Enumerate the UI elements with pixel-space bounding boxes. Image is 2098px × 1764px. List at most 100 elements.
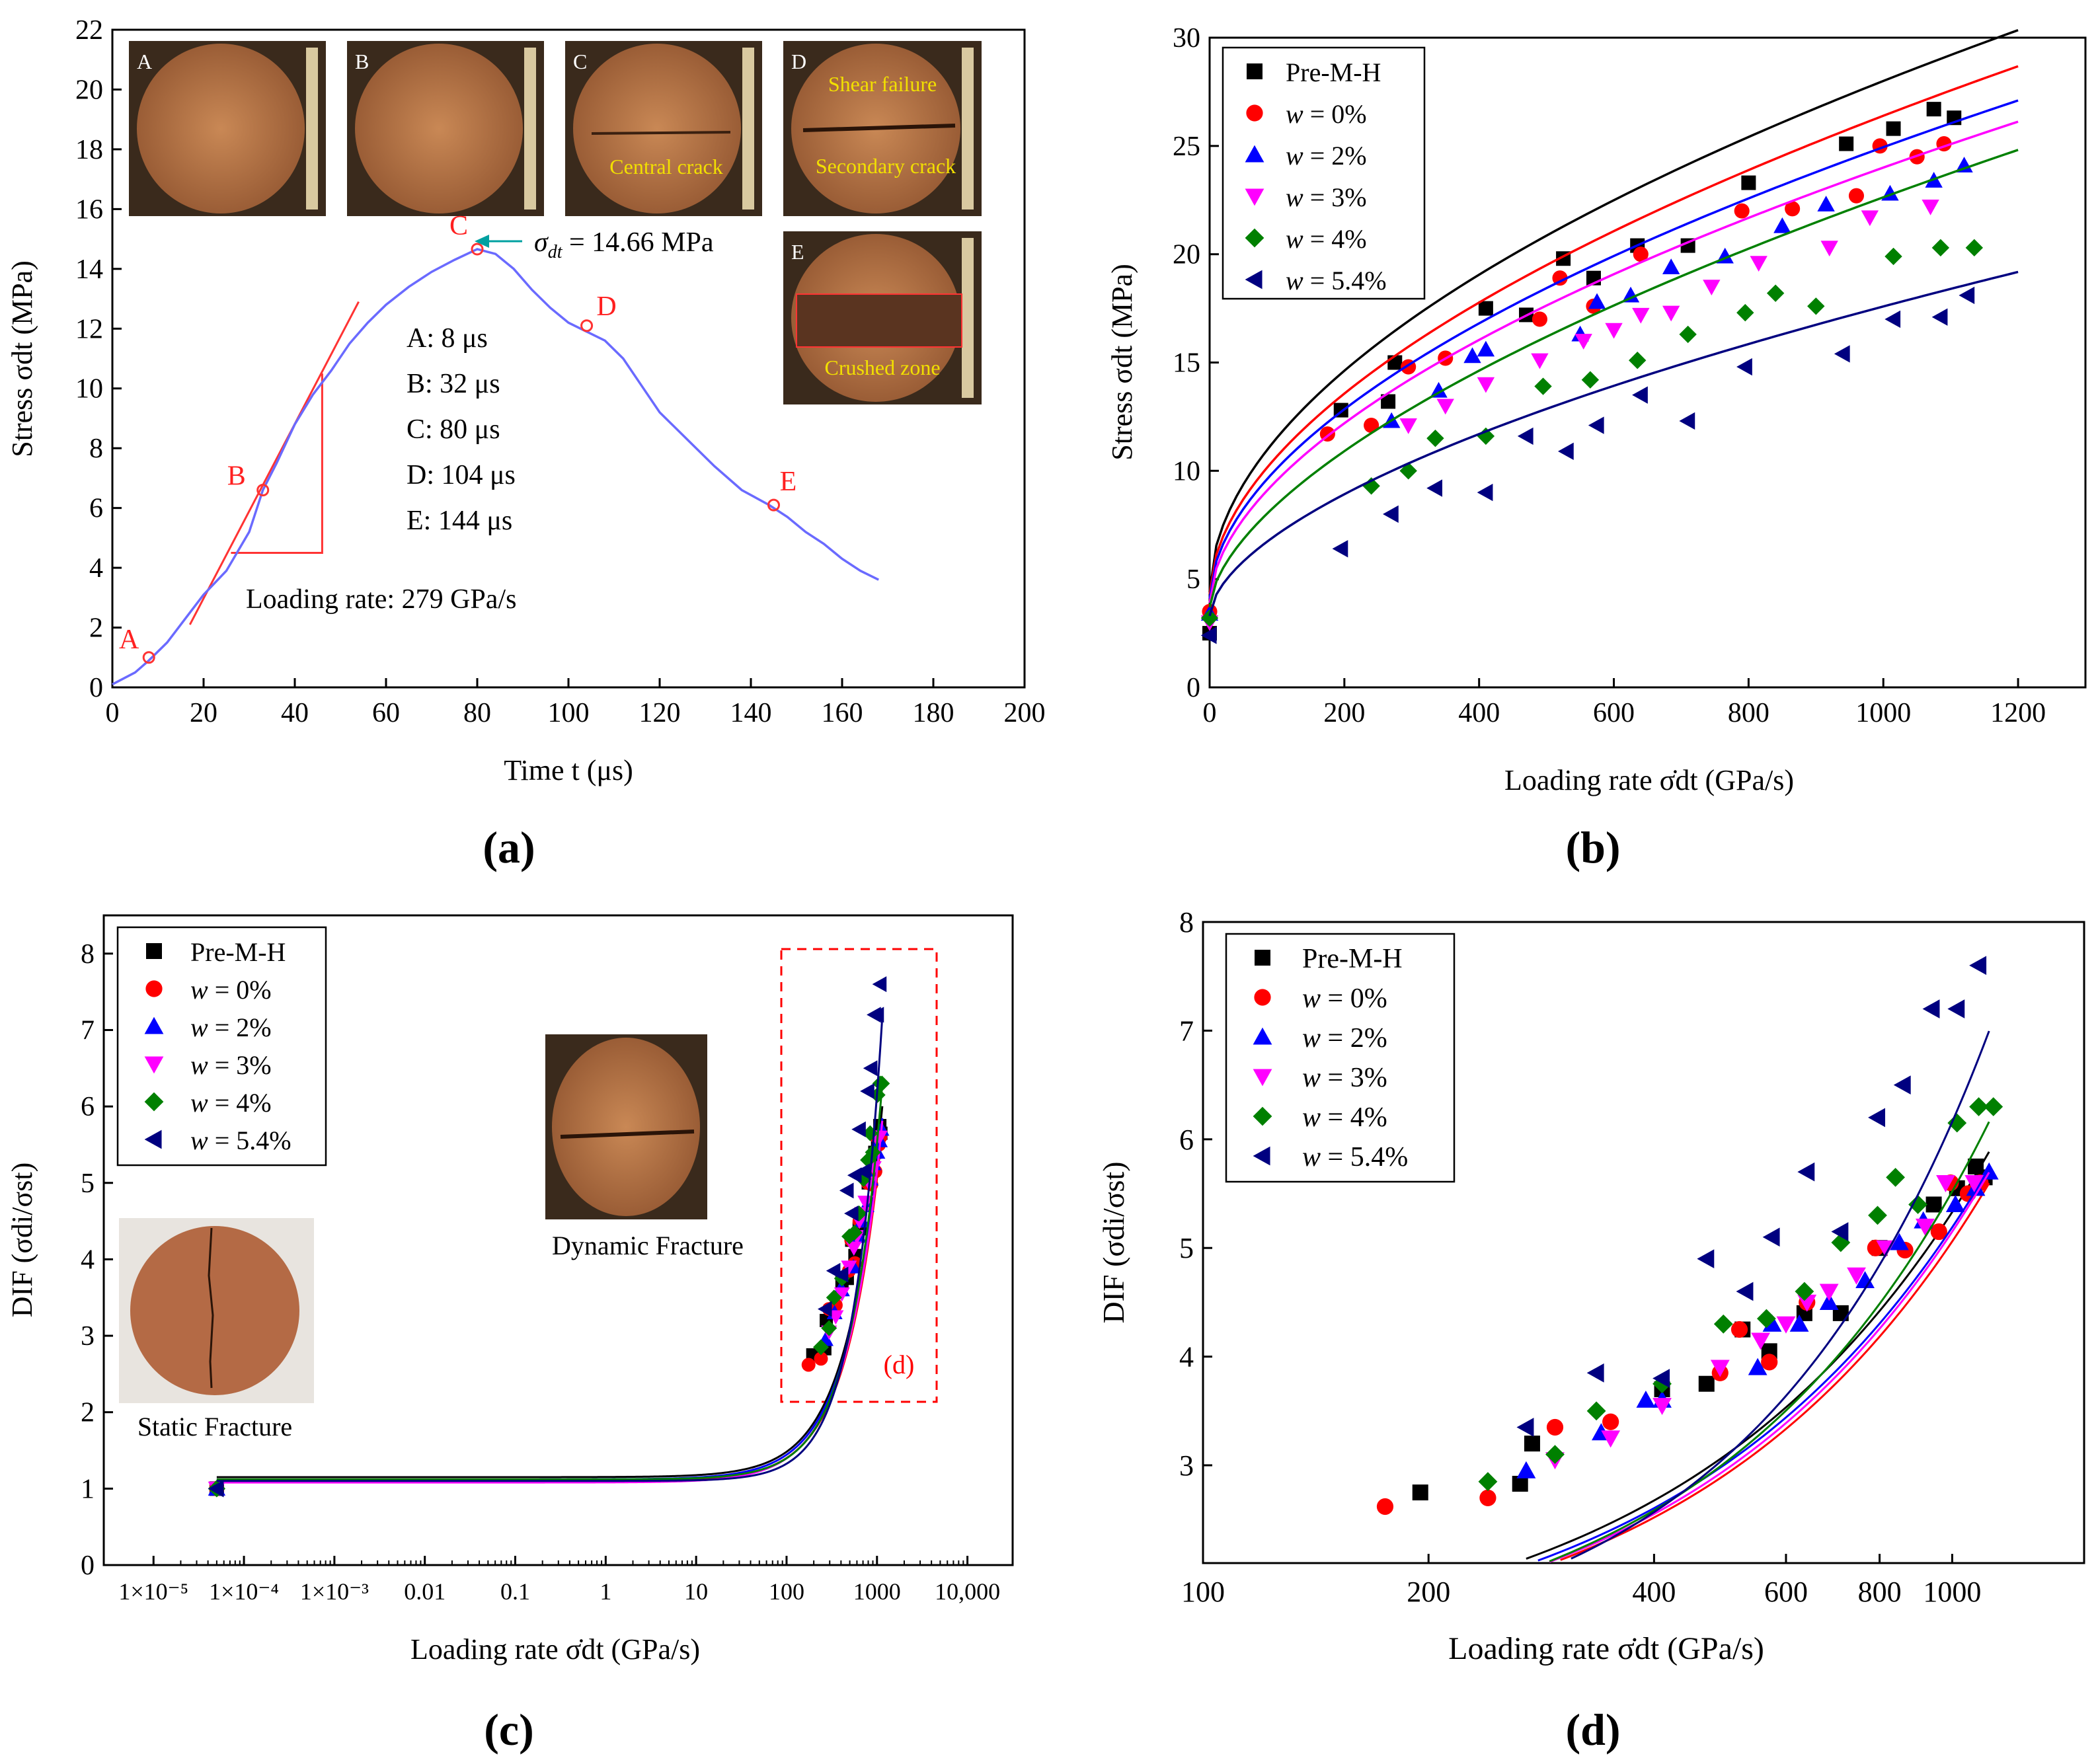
data-point [845,1241,862,1256]
data-point [1789,1314,1809,1332]
data-point [1621,286,1640,303]
fit-curve [1208,99,2019,599]
data-point [857,1196,874,1210]
zoom-box [780,948,938,1403]
data-point [1710,1360,1730,1377]
panel-c-xlabel: Loading rate σ̇dt (GPa/s) [410,1633,700,1666]
y-tick-label: 4 [89,553,103,584]
data-point [1734,203,1750,219]
crack-line [591,131,731,135]
legend-marker [144,1130,162,1149]
data-point [817,1301,832,1317]
legend-marker [1247,63,1263,79]
legend-label: Pre-M-H [190,937,286,967]
legend-marker [1245,188,1264,206]
x-tick-label: 400 [1458,698,1500,728]
x-tick-label: 180 [913,698,954,728]
data-point [1947,1113,1967,1133]
y-tick-label: 10 [1173,456,1200,486]
y-tick-label: 8 [89,434,103,464]
panel-c: 1×10⁻⁵ 1×10⁻⁴ 1×10⁻³ 0.01 0.1 1 10 100 1000 10,00… [6,914,1014,1755]
panel-b: 0 200 400 600 800 1000 1200 0 5 10 15 20 25 30 Pre-M-… [1106,23,2087,872]
y-tick-label: 20 [75,75,103,105]
data-point [1381,394,1396,409]
x-tick-label: 1000 [1855,698,1911,728]
panel-d-label: (d) [1565,1705,1620,1755]
legend-marker [1253,1106,1272,1126]
data-point [1762,1227,1780,1247]
x-tick-label: 800 [1728,698,1769,728]
data-point [1922,200,1939,215]
data-point [1947,999,1965,1018]
data-point [814,1352,828,1366]
point-label: C [449,211,468,241]
x-tick-label: 200 [1323,698,1365,728]
x-tick-label: 1200 [1990,698,2046,728]
data-point [1524,1436,1540,1452]
data-point [1426,479,1443,497]
data-point [1969,1097,1988,1116]
static-crack [208,1227,214,1389]
x-tick-label: 400 [1632,1576,1676,1608]
point-a [142,651,155,664]
data-point [1730,1321,1748,1338]
y-tick-label: 15 [1173,348,1200,379]
data-point [1931,239,1950,257]
photo-annotation: Central crack [609,155,722,178]
legend-label: w = 4% [1286,224,1367,254]
legend-label: w = 4% [190,1088,272,1118]
data-point [1534,377,1552,395]
data-point [1362,477,1380,495]
legend-marker [144,1016,164,1034]
x-tick-label: 1×10⁻³ [300,1578,369,1605]
photo-b: B [347,41,544,216]
legend-marker [1245,270,1263,289]
x-tick-label: 10,000 [935,1578,1000,1605]
y-tick-label: 7 [1179,1015,1194,1047]
data-point [1756,1309,1776,1328]
data-point [1477,427,1495,445]
x-tick-label: 40 [281,698,309,728]
data-point [1761,1354,1778,1371]
legend-marker [145,980,163,997]
data-point [208,1480,224,1498]
data-point [1463,347,1481,364]
data-point [1748,1358,1768,1375]
data-point [1750,256,1768,272]
data-point [1652,1369,1670,1388]
point-label: A [119,625,139,655]
data-point [1795,1282,1814,1301]
time-label: B: 32 μs [407,369,500,399]
panel-a: 0 20 40 60 80 100 120 140 160 180 200 0 2 4 6 8 10 12 14 16… [6,15,1046,872]
data-point [1200,627,1217,644]
fit-curve [1208,149,2019,608]
data-point [1376,1498,1394,1515]
x-tick-label: 20 [190,698,217,728]
legend-marker [1253,1027,1272,1045]
data-point [1834,345,1850,363]
data-point [1516,1461,1536,1478]
data-point [1629,352,1647,369]
data-point [1820,241,1838,257]
y-tick-label: 0 [89,673,103,703]
data-point [1697,1249,1715,1269]
data-point [812,1339,829,1356]
point-c [471,243,484,256]
panel-c-axes: 1×10⁻⁵ 1×10⁻⁴ 1×10⁻³ 0.01 0.1 1 10 100 1000 10,00… [81,939,1000,1605]
legend-marker [1253,1069,1272,1087]
loading-rate-label: Loading rate: 279 GPa/s [246,584,516,615]
data-point [1605,323,1623,339]
data-point [1632,307,1650,324]
x-tick-label: 0.1 [500,1578,530,1605]
data-point [1926,102,1941,117]
data-point [1817,196,1835,211]
panel-d-plot [1376,956,2003,1563]
data-point [1884,310,1901,328]
data-point [1532,311,1547,327]
y-tick-label: 12 [75,314,103,344]
data-point [1736,358,1752,376]
data-point [1552,270,1568,286]
y-tick-label: 0 [1186,673,1200,703]
panel-a-xlabel: Time t (μs) [504,754,633,786]
